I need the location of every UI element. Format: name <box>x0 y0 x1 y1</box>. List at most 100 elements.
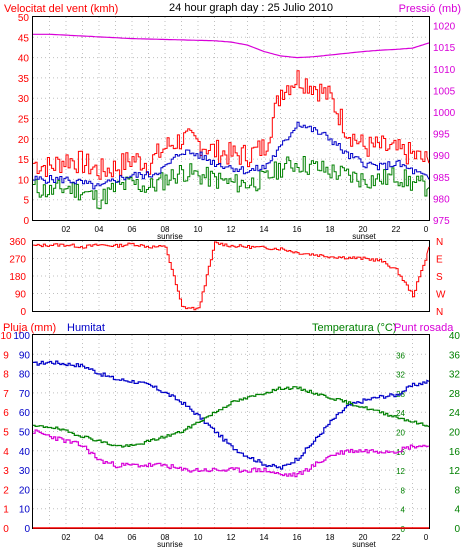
x-tick-label-bottom: 14 <box>260 533 269 542</box>
bottom-temp-label: Temperatura (°C) <box>312 322 396 334</box>
rain-y-tick: 3 <box>3 466 9 477</box>
ticks-layer: 0202040406060808101012121414161618182020… <box>0 13 460 549</box>
x-tick-label-top: 06 <box>128 225 137 234</box>
x-tick-label-bottom: 22 <box>392 533 401 542</box>
rain-y-tick: 2 <box>3 485 9 496</box>
x-tick-label-bottom: 08 <box>161 533 170 542</box>
temp-y-tick: 28 <box>449 389 461 400</box>
temp-y-tick: 20 <box>449 428 461 439</box>
temp-y-tick: 0 <box>454 524 460 535</box>
temp-y-tick: 40 <box>449 331 461 342</box>
pressure-y-tick: 1010 <box>433 65 456 76</box>
direction-y-tick: 270 <box>9 255 26 266</box>
x-tick-label-top: 22 <box>392 225 401 234</box>
temp-y-tick: 36 <box>449 350 461 361</box>
direction-panel-frame <box>32 240 430 312</box>
x-tick-label-bottom: 02 <box>62 533 71 542</box>
temp-y-tick: 32 <box>449 370 461 381</box>
pressure-y-tick: 1020 <box>433 22 456 33</box>
rain-y-tick: 8 <box>3 370 9 381</box>
temp-inner-tick: 36 <box>396 351 405 360</box>
x-tick-label-top: 16 <box>293 225 302 234</box>
wind-y-tick: 20 <box>18 135 30 146</box>
direction-y-tick: 180 <box>9 272 26 283</box>
rain-y-tick: 7 <box>3 389 9 400</box>
x-tick-label-bottom: 12 <box>227 533 236 542</box>
rain-y-tick: 0 <box>3 524 9 535</box>
sunrise-label-top: sunrise <box>157 232 183 241</box>
pressure-y-tick: 1000 <box>433 108 456 119</box>
temp-inner-tick: 20 <box>396 429 405 438</box>
wind-y-tick: 10 <box>18 175 30 186</box>
direction-y-tick: 360 <box>9 237 26 248</box>
humidity-y-tick: 70 <box>19 389 31 400</box>
top-left-axis-label: Velocitat del vent (kmh) <box>4 3 118 15</box>
temp-y-tick: 24 <box>449 408 461 419</box>
temp-inner-tick: 24 <box>396 409 405 418</box>
direction-y-tick: 90 <box>15 290 27 301</box>
humidity-y-tick: 80 <box>19 370 31 381</box>
wind-y-tick: 25 <box>18 115 30 126</box>
series-layer <box>33 33 430 529</box>
humidity-series-line <box>33 360 430 470</box>
x-tick-label-top: 12 <box>227 225 236 234</box>
temp-inner-tick: 12 <box>396 467 405 476</box>
pressure-y-tick: 990 <box>433 151 450 162</box>
temp-inner-tick: 4 <box>401 506 406 515</box>
humidity-y-tick: 10 <box>19 505 31 516</box>
pressure-y-tick: 985 <box>433 173 450 184</box>
wind-y-tick: 0 <box>23 216 29 227</box>
x-tick-label-bottom: 0 <box>424 533 429 542</box>
temp-y-tick: 16 <box>449 447 461 458</box>
rain-y-tick: 4 <box>3 447 9 458</box>
compass-tick: W <box>436 290 446 301</box>
wind-avg-series-line <box>33 156 430 210</box>
temp-series-line <box>33 386 430 448</box>
wind-y-tick: 30 <box>18 94 30 105</box>
compass-tick: S <box>436 272 443 283</box>
wind-y-tick: 5 <box>23 196 29 207</box>
x-tick-label-top: 14 <box>260 225 269 234</box>
sunrise-label-bottom: sunrise <box>157 540 183 549</box>
rain-y-tick: 1 <box>3 505 9 516</box>
gust-series-line <box>33 70 430 180</box>
x-tick-label-top: 0 <box>424 225 429 234</box>
direction-series-line <box>33 241 430 311</box>
direction-y-tick: 0 <box>20 307 26 318</box>
bottom-humidity-label: Humitat <box>67 322 105 334</box>
rain-y-tick: 10 <box>0 331 12 342</box>
humidity-y-tick: 40 <box>19 447 31 458</box>
humidity-y-tick: 100 <box>13 331 30 342</box>
wind-y-tick: 35 <box>18 74 30 85</box>
temp-inner-tick: 0 <box>401 525 406 534</box>
wind-y-tick: 15 <box>18 155 30 166</box>
bottom-dew-label: Punt rosada <box>394 322 454 334</box>
sunset-label-bottom: sunset <box>352 540 376 549</box>
humidity-y-tick: 90 <box>19 350 31 361</box>
top-right-axis-label: Pressió (mb) <box>399 3 461 15</box>
wind-series-line <box>33 121 430 190</box>
humidity-y-tick: 0 <box>24 524 30 535</box>
sunset-label-top: sunset <box>352 232 376 241</box>
compass-tick: E <box>436 255 443 266</box>
compass-tick: N <box>436 237 443 248</box>
humidity-y-tick: 60 <box>19 408 31 419</box>
x-tick-label-bottom: 04 <box>95 533 104 542</box>
x-tick-label-top: 20 <box>359 225 368 234</box>
rain-y-tick: 6 <box>3 408 9 419</box>
chart-title: 24 hour graph day : 25 Julio 2010 <box>169 2 333 14</box>
humidity-y-tick: 50 <box>19 428 31 439</box>
wind-panel-frame <box>32 16 430 221</box>
pressure-y-tick: 995 <box>433 130 450 141</box>
temp-inner-tick: 8 <box>401 486 406 495</box>
temp-y-tick: 8 <box>454 485 460 496</box>
x-tick-label-bottom: 06 <box>128 533 137 542</box>
x-tick-label-top: 04 <box>95 225 104 234</box>
x-tick-label-bottom: 20 <box>359 533 368 542</box>
x-tick-label-top: 02 <box>62 225 71 234</box>
x-tick-label-bottom: 10 <box>194 533 203 542</box>
pressure-series-line <box>33 33 430 59</box>
wind-y-tick: 50 <box>18 13 30 24</box>
humidity-y-tick: 30 <box>19 466 31 477</box>
